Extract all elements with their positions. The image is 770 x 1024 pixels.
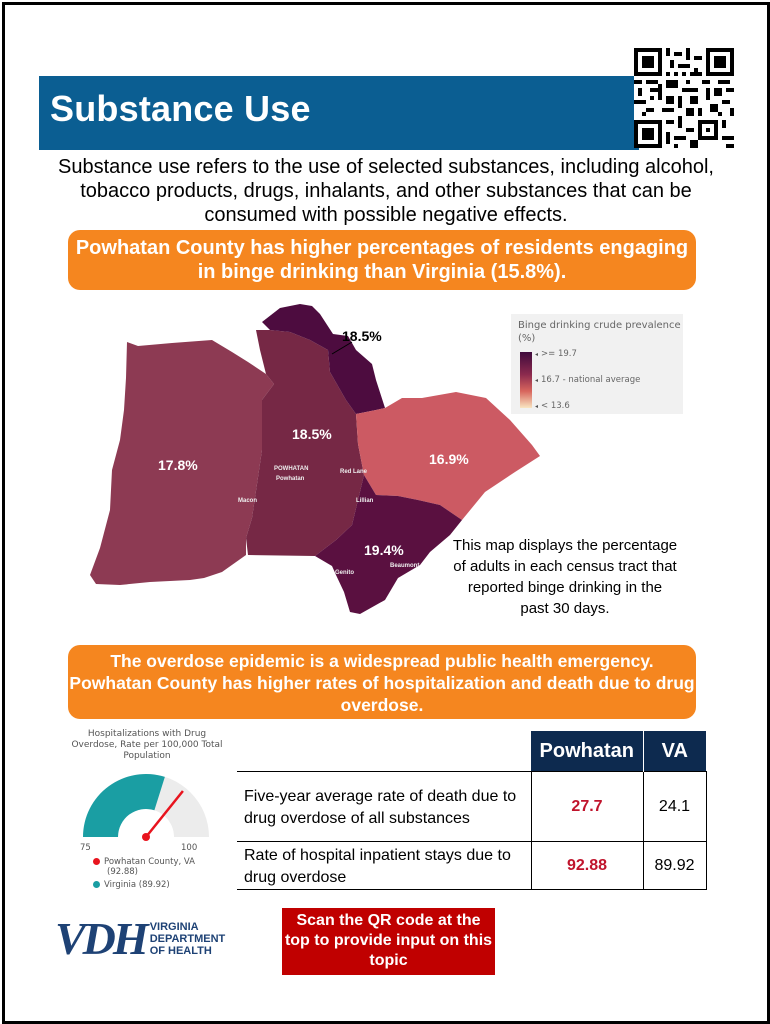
gauge-fill-virginia	[83, 774, 165, 837]
map-tract-west	[90, 340, 274, 585]
overdose-gauge	[83, 774, 209, 841]
gauge-min-label: 75	[80, 843, 91, 853]
legend-title: Binge drinking crude prevalence (%)	[518, 320, 681, 344]
binge-callout: Powhatan County has higher percentages o…	[68, 230, 696, 290]
vdh-logo-line2: DEPARTMENT	[149, 933, 226, 945]
map-place-name: Red Lane	[340, 469, 368, 475]
table-row: Rate of hospital inpatient stays due to …	[237, 841, 707, 890]
page-title: Substance Use	[50, 88, 311, 129]
map-tract-east	[356, 392, 540, 520]
intro-text: Substance use refers to the use of selec…	[58, 156, 714, 226]
map-value-label: 17.8%	[158, 457, 198, 473]
map-place-name: Beaumont	[390, 563, 420, 569]
vdh-logo-letters: VDH	[55, 913, 149, 964]
map-tract-center	[246, 330, 364, 556]
gauge-title: Hospitalizations with Drug Overdose, Rat…	[71, 729, 223, 761]
gauge-max-label: 100	[181, 843, 198, 853]
header-powhatan: Powhatan	[531, 731, 644, 772]
map-tract-southeast	[315, 475, 462, 614]
legend-label: 16.7 - national average	[541, 375, 641, 385]
gauge-needle-powhatan	[145, 790, 184, 838]
row-label: Five-year average rate of death due to d…	[237, 771, 532, 842]
map-value-label: 18.5%	[342, 328, 382, 344]
gauge-legend-powhatan: Powhatan County, VA (92.88)	[93, 857, 195, 877]
map-place-name: POWHATAN	[274, 466, 309, 472]
map-place-name: Genito	[335, 570, 354, 576]
map-place-name: Macon	[238, 498, 258, 504]
legend-label: < 13.6	[541, 401, 570, 411]
vdh-logo-line3: OF HEALTH	[149, 945, 212, 957]
powhatan-value: 27.7	[530, 771, 644, 842]
va-value: 89.92	[642, 841, 707, 890]
header-va: VA	[643, 731, 706, 772]
map-legend: Binge drinking crude prevalence (%) ◂ >=…	[511, 314, 683, 414]
powhatan-value: 92.88	[530, 841, 644, 890]
row-label: Rate of hospital inpatient stays due to …	[237, 841, 532, 890]
overdose-callout: The overdose epidemic is a widespread pu…	[68, 645, 696, 719]
qr-code-icon[interactable]	[634, 48, 734, 148]
map-value-label: 16.9%	[429, 451, 469, 467]
map-value-label: 18.5%	[292, 426, 332, 442]
map-caption: This map displays the percentage of adul…	[452, 537, 678, 617]
title-banner	[39, 76, 639, 150]
vdh-logo: VDH VIRGINIA DEPARTMENT OF HEALTH	[55, 913, 226, 964]
map-value-label: 19.4%	[364, 542, 404, 558]
red-dot-icon	[93, 858, 100, 865]
gauge-needle-hub	[142, 833, 150, 841]
legend-color-ramp	[520, 352, 532, 408]
table-row: Five-year average rate of death due to d…	[237, 771, 707, 842]
map-tract-north	[262, 304, 385, 414]
scan-qr-notice: Scan the QR code at the top to provide i…	[282, 908, 495, 975]
map-place-name: Lillian	[356, 498, 374, 504]
va-value: 24.1	[642, 771, 707, 842]
gauge-legend-virginia: Virginia (89.92)	[93, 880, 170, 890]
map-place-name: Powhatan	[276, 476, 305, 482]
legend-label: >= 19.7	[541, 349, 577, 359]
vdh-logo-line1: VIRGINIA	[149, 921, 199, 933]
teal-dot-icon	[93, 881, 100, 888]
overdose-table: Powhatan VA Five-year average rate of de…	[237, 731, 707, 890]
